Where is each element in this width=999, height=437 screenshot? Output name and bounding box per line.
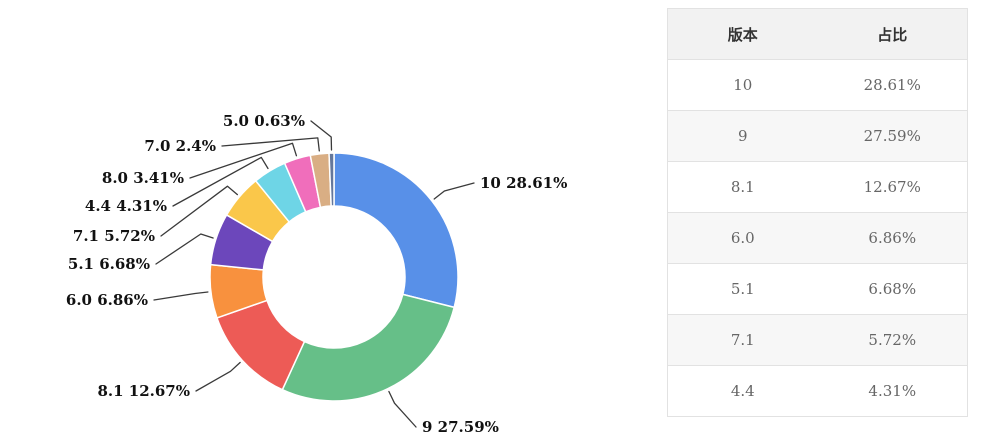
version-share-table-panel: 版本 占比 10 28.61% 9 27.59% 8.1 12.67% 6.0 6.86% 5.… xyxy=(667,8,968,417)
table-header-share: 占比 xyxy=(817,8,968,60)
pie-leader-line-9 xyxy=(388,390,417,428)
pie-label-5.0: 5.0 0.63% xyxy=(223,112,305,130)
pie-label-4.4: 4.4 4.31% xyxy=(85,197,167,215)
version-cell: 5.1 xyxy=(667,263,818,315)
pie-label-7.0: 7.0 2.4% xyxy=(144,137,216,155)
share-cell: 6.68% xyxy=(817,263,968,315)
share-cell: 28.61% xyxy=(817,59,968,111)
pie-label-9: 9 27.59% xyxy=(422,418,499,436)
pie-slice-9[interactable] xyxy=(281,293,455,402)
pie-slice-10[interactable] xyxy=(333,152,459,309)
pie-label-7.1: 7.1 5.72% xyxy=(73,227,155,245)
donut-chart-svg: 10 28.61% 9 27.59% 8.1 12.67% 6.0 6.86% 5.1 … xyxy=(66,112,567,436)
pie-leader-line-4.4 xyxy=(172,156,269,207)
table-row: 7.1 5.72% xyxy=(667,314,968,366)
table-row: 10 28.61% xyxy=(667,59,968,111)
pie-label-5.1: 5.1 6.68% xyxy=(68,255,150,273)
version-cell: 6.0 xyxy=(667,212,818,264)
table-row: 8.1 12.67% xyxy=(667,161,968,213)
pie-leader-line-8.1 xyxy=(195,361,241,392)
pie-leader-line-7.0 xyxy=(221,137,320,152)
pie-slice-5.0[interactable] xyxy=(328,152,335,207)
share-cell: 12.67% xyxy=(817,161,968,213)
version-cell: 8.1 xyxy=(667,161,818,213)
table-row: 9 27.59% xyxy=(667,110,968,162)
pie-label-8.0: 8.0 3.41% xyxy=(102,169,184,187)
donut-chart: 10 28.61% 9 27.59% 8.1 12.67% 6.0 6.86% 5.1 … xyxy=(66,112,567,436)
table-row: 4.4 4.31% xyxy=(667,365,968,417)
share-cell: 5.72% xyxy=(817,314,968,366)
pie-leader-line-7.1 xyxy=(160,185,239,237)
table-header-row: 版本 占比 xyxy=(667,8,968,60)
table-row: 5.1 6.68% xyxy=(667,263,968,315)
table-header-version: 版本 xyxy=(667,8,818,60)
pie-leader-line-10 xyxy=(433,182,475,200)
pie-leader-line-5.0 xyxy=(310,120,333,151)
pie-label-8.1: 8.1 12.67% xyxy=(97,382,190,400)
version-cell: 7.1 xyxy=(667,314,818,366)
version-share-table: 版本 占比 10 28.61% 9 27.59% 8.1 12.67% 6.0 6.86% 5.… xyxy=(667,8,968,417)
table-row: 6.0 6.86% xyxy=(667,212,968,264)
pie-label-10: 10 28.61% xyxy=(480,174,567,192)
version-cell: 10 xyxy=(667,59,818,111)
pie-leader-line-6.0 xyxy=(153,291,209,301)
pie-leader-line-5.1 xyxy=(155,233,214,265)
version-cell: 4.4 xyxy=(667,365,818,417)
share-cell: 27.59% xyxy=(817,110,968,162)
pie-label-6.0: 6.0 6.86% xyxy=(66,291,148,309)
version-cell: 9 xyxy=(667,110,818,162)
share-cell: 4.31% xyxy=(817,365,968,417)
share-cell: 6.86% xyxy=(817,212,968,264)
pie-leader-line-8.0 xyxy=(189,142,298,179)
